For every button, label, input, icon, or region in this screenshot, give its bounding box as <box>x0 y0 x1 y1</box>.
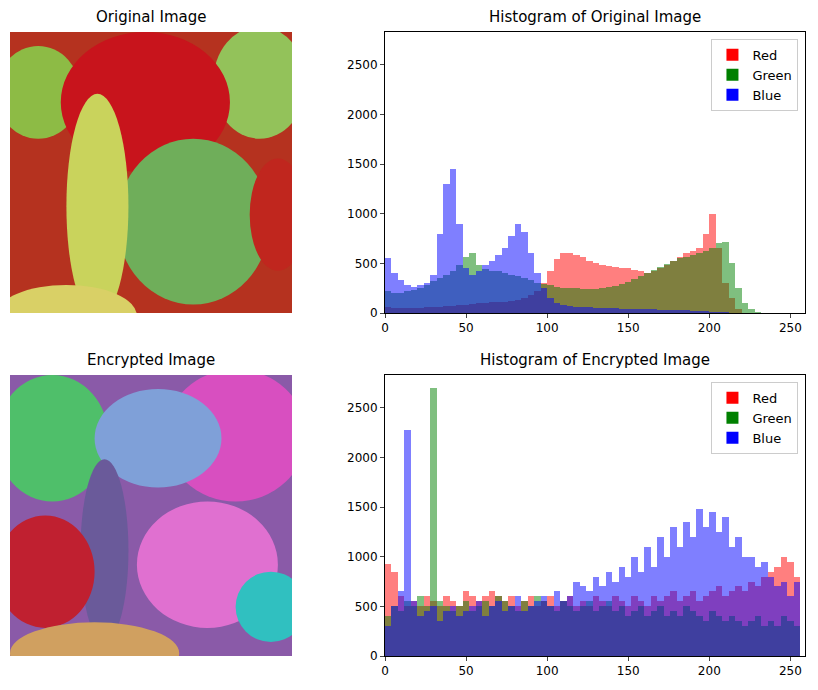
svg-text:Original Image: Original Image <box>96 8 206 26</box>
svg-text:200: 200 <box>698 664 721 678</box>
svg-text:0: 0 <box>381 321 389 335</box>
svg-text:0: 0 <box>381 664 389 678</box>
svg-text:200: 200 <box>698 321 721 335</box>
svg-text:500: 500 <box>355 600 378 614</box>
svg-text:0: 0 <box>370 649 378 663</box>
svg-text:150: 150 <box>617 664 640 678</box>
svg-text:1500: 1500 <box>347 500 378 514</box>
svg-text:Encrypted Image: Encrypted Image <box>87 351 215 369</box>
svg-text:50: 50 <box>458 664 473 678</box>
svg-text:1000: 1000 <box>347 550 378 564</box>
svg-text:50: 50 <box>458 321 473 335</box>
svg-text:Histogram of Original Image: Histogram of Original Image <box>489 8 701 26</box>
svg-text:0: 0 <box>370 306 378 320</box>
svg-text:100: 100 <box>536 321 559 335</box>
svg-text:2000: 2000 <box>347 451 378 465</box>
svg-text:150: 150 <box>617 321 640 335</box>
svg-text:250: 250 <box>779 321 802 335</box>
svg-text:Histogram of Encrypted Image: Histogram of Encrypted Image <box>480 351 710 369</box>
svg-text:Green: Green <box>752 68 791 83</box>
svg-text:Green: Green <box>752 411 791 426</box>
svg-text:Red: Red <box>752 391 777 406</box>
svg-text:2500: 2500 <box>347 401 378 415</box>
svg-text:1000: 1000 <box>347 207 378 221</box>
svg-text:250: 250 <box>779 664 802 678</box>
svg-text:2500: 2500 <box>347 58 378 72</box>
svg-text:Red: Red <box>752 48 777 63</box>
svg-text:500: 500 <box>355 257 378 271</box>
svg-text:100: 100 <box>536 664 559 678</box>
svg-text:Blue: Blue <box>752 88 781 103</box>
svg-text:1500: 1500 <box>347 157 378 171</box>
svg-text:2000: 2000 <box>347 108 378 122</box>
svg-text:Blue: Blue <box>752 431 781 446</box>
